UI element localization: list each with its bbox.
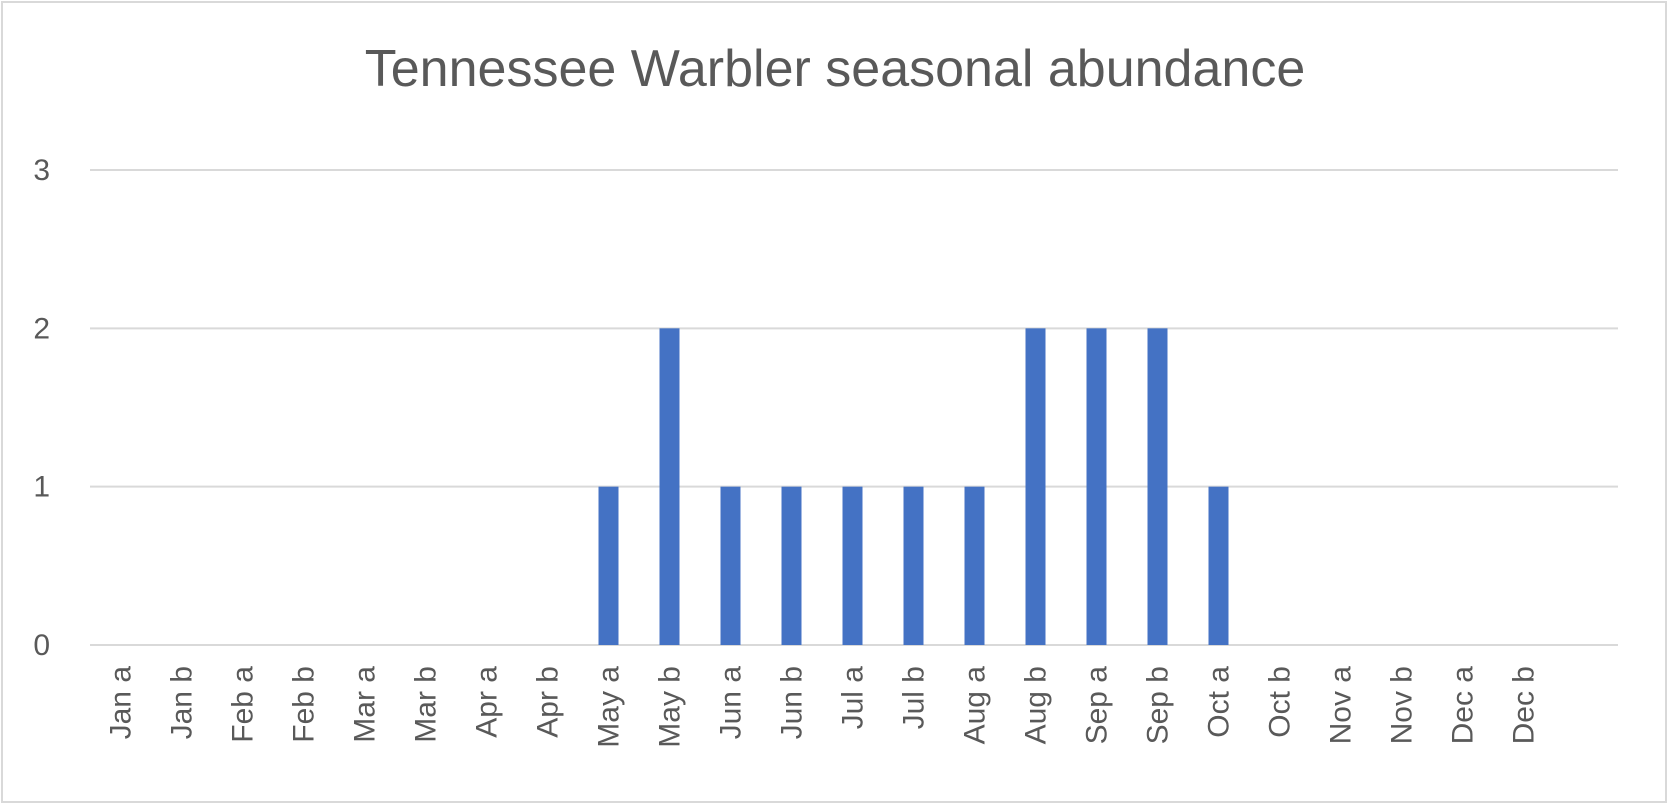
bar <box>964 486 985 645</box>
x-tick-label: Oct a <box>1203 666 1236 738</box>
bar <box>1086 328 1107 645</box>
x-tick-label: Nov b <box>1386 666 1419 744</box>
bar <box>781 486 802 645</box>
y-tick-label: 3 <box>33 154 50 187</box>
x-tick-label: Apr b <box>532 666 565 738</box>
bar <box>842 486 863 645</box>
bars <box>598 328 1229 645</box>
x-tick-label: Aug b <box>1020 666 1053 744</box>
y-tick-label: 1 <box>33 471 50 504</box>
x-tick-label: Dec a <box>1447 666 1480 745</box>
x-tick-label: Jan a <box>105 666 138 740</box>
x-tick-label: Mar a <box>349 666 382 743</box>
x-tick-label: Jul b <box>898 666 931 729</box>
x-tick-label: Jan b <box>166 666 199 739</box>
x-tick-label: Feb b <box>288 666 321 743</box>
x-tick-label: Oct b <box>1264 666 1297 738</box>
x-tick-label: Aug a <box>959 666 992 745</box>
bar <box>1208 486 1229 645</box>
x-tick-label: Feb a <box>227 666 260 743</box>
x-tick-label: Mar b <box>410 666 443 743</box>
bar <box>1025 328 1046 645</box>
x-tick-label: May b <box>654 666 687 748</box>
bar <box>1147 328 1168 645</box>
x-tick-label: Jun a <box>715 666 748 740</box>
x-tick-label: Nov a <box>1325 666 1358 745</box>
y-tick-label: 0 <box>33 629 50 662</box>
chart-title: Tennessee Warbler seasonal abundance <box>364 40 1306 98</box>
x-tick-label: Apr a <box>471 666 504 738</box>
x-tick-label: May a <box>593 666 626 748</box>
x-tick-labels: Jan a Jan b Feb a Feb b Mar a Mar b Apr a Apr b… <box>105 666 1541 748</box>
x-tick-label: Dec b <box>1508 666 1541 744</box>
x-tick-label: Jul a <box>837 666 870 730</box>
bar <box>659 328 680 645</box>
x-tick-label: Sep b <box>1142 666 1175 744</box>
bar <box>598 486 619 645</box>
bar <box>903 486 924 645</box>
x-tick-label: Sep a <box>1081 666 1114 745</box>
x-tick-label: Jun b <box>776 666 809 739</box>
bar <box>720 486 741 645</box>
y-tick-label: 2 <box>33 312 50 345</box>
y-tick-labels: 0 1 2 3 <box>33 154 50 662</box>
